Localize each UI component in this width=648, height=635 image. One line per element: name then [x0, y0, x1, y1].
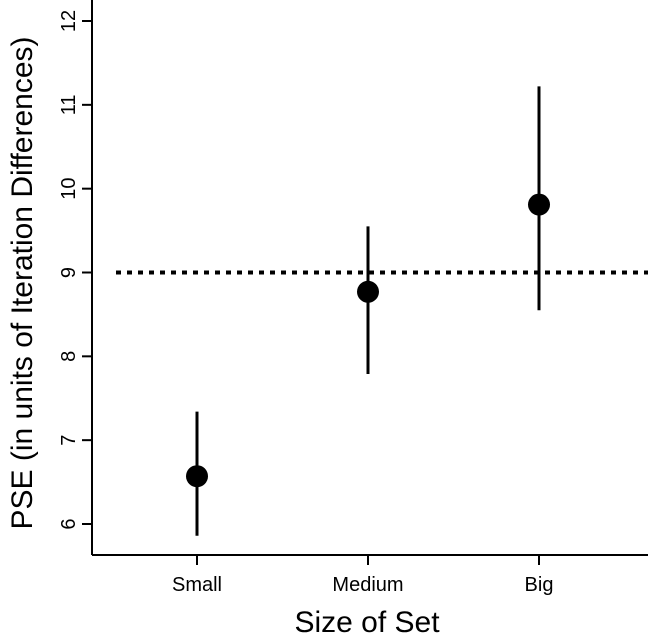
y-axis-title: PSE (in units of Iteration Differences) [6, 36, 39, 529]
y-tick-label-12: 12 [58, 10, 80, 32]
point-medium [357, 280, 379, 303]
y-tick-label-11: 11 [58, 94, 80, 115]
x-tick-label-big: Big [525, 574, 554, 596]
y-tick-label-9: 9 [58, 267, 80, 278]
point-big [528, 193, 550, 216]
y-tick-label-8: 8 [58, 351, 80, 362]
y-tick-label-7: 7 [58, 435, 80, 446]
y-ticks: 6 7 8 9 10 11 12 [58, 10, 92, 530]
y-tick-label-10: 10 [58, 178, 80, 200]
x-tick-label-small: Small [172, 574, 222, 596]
y-tick-label-6: 6 [58, 518, 80, 529]
point-small [186, 465, 208, 488]
x-axis-title: Size of Set [294, 606, 440, 635]
x-tick-label-medium: Medium [332, 574, 403, 596]
x-ticks: Small Medium Big [172, 555, 553, 596]
data-series [186, 86, 550, 536]
